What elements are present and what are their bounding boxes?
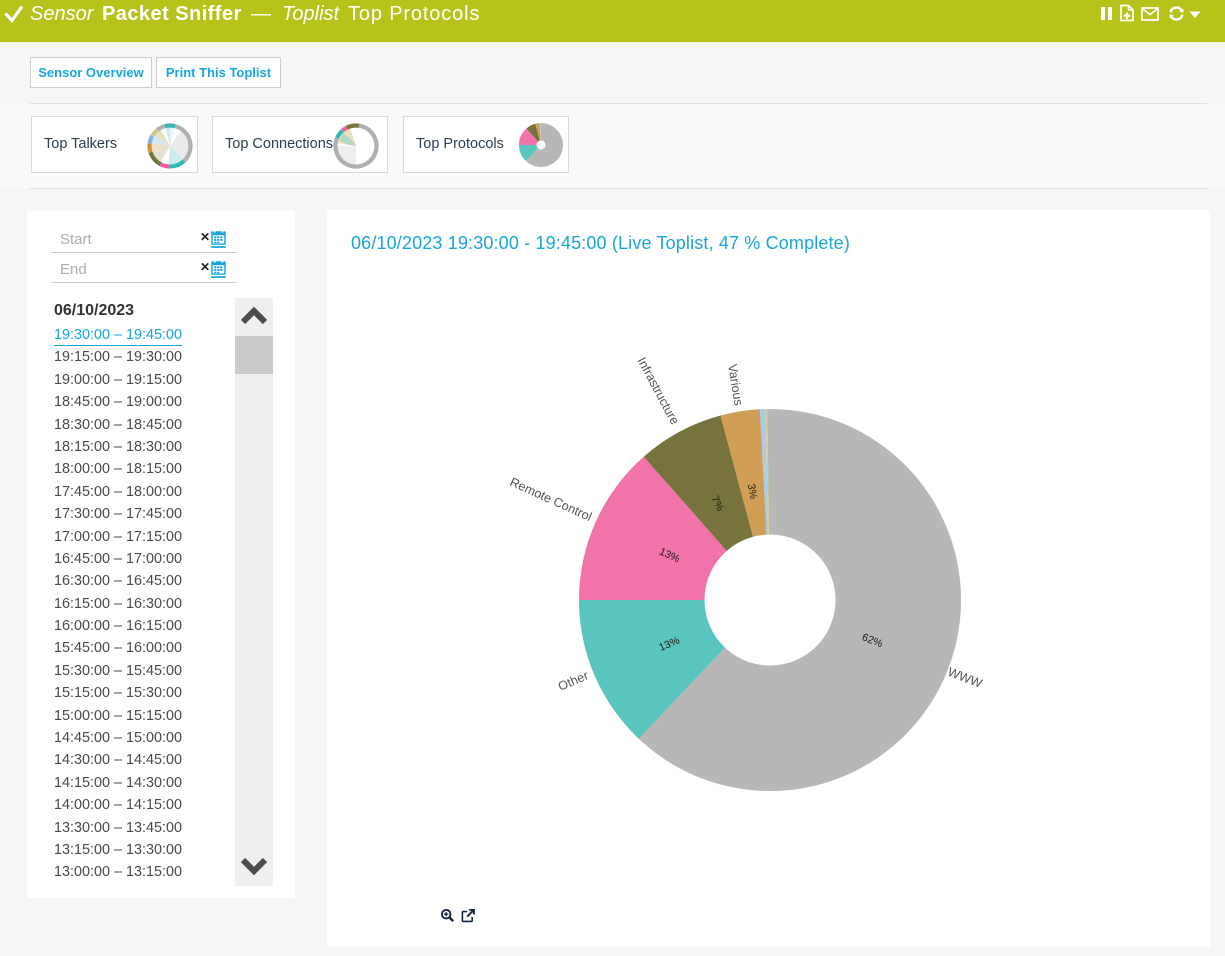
svg-text:3%: 3%: [745, 483, 759, 501]
svg-text:Various: Various: [725, 363, 745, 406]
svg-text:Infrastructure: Infrastructure: [634, 355, 681, 427]
svg-text:Other: Other: [556, 668, 590, 693]
svg-text:Remote Control: Remote Control: [508, 475, 594, 524]
svg-text:WWW: WWW: [946, 665, 984, 691]
